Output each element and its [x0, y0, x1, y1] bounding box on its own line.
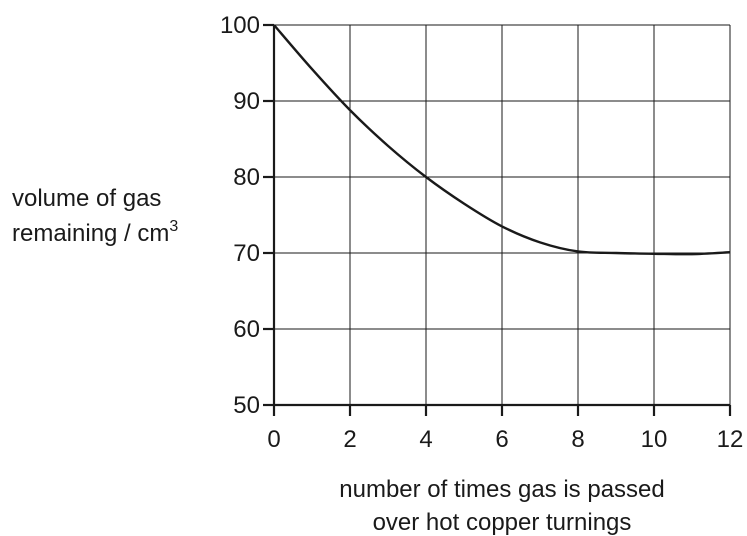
- series-line-0: [273, 24, 731, 256]
- x-tick-label-0: 0: [267, 426, 280, 453]
- y-tick-label-50: 50: [233, 392, 260, 419]
- x-tick-label-6: 6: [495, 426, 508, 453]
- y-axis-label-line-1: volume of gas: [12, 185, 161, 212]
- x-tick-label-4: 4: [419, 426, 432, 453]
- y-axis-label-line-2: remaining / cm3: [12, 218, 178, 247]
- x-axis-label-line-2: over hot copper turnings: [373, 509, 632, 536]
- y-tick-label-70: 70: [233, 240, 260, 267]
- y-tick-label-80: 80: [233, 164, 260, 191]
- series: [273, 24, 731, 256]
- y-tick-label-100: 100: [220, 12, 260, 39]
- x-axis-label-line-1: number of times gas is passed: [339, 476, 665, 503]
- y-axis-label-main: remaining / cm: [12, 220, 169, 247]
- x-tick-label-10: 10: [641, 426, 668, 453]
- x-tick-label-8: 8: [571, 426, 584, 453]
- grid: [274, 24, 731, 405]
- y-tick-label-60: 60: [233, 316, 260, 343]
- x-tick-label-12: 12: [717, 426, 744, 453]
- y-tick-label-90: 90: [233, 88, 260, 115]
- y-axis-label-superscript: 3: [169, 218, 178, 235]
- x-tick-label-2: 2: [343, 426, 356, 453]
- ticks: 50 60 70 80 90 100 0 2 4 6 8 10 12: [220, 12, 743, 453]
